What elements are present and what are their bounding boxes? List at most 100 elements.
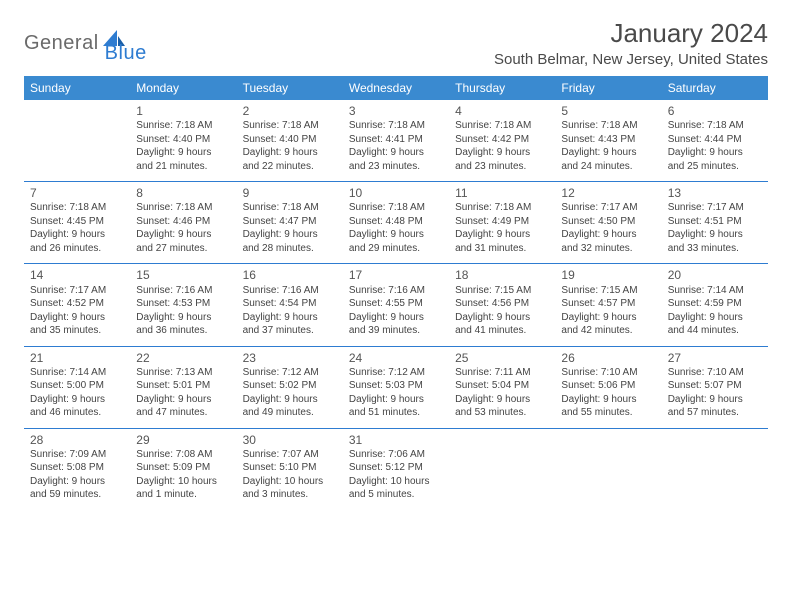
day-d2: and 26 minutes. [30, 242, 124, 256]
calendar-day-cell [449, 428, 555, 510]
dow-thursday: Thursday [449, 76, 555, 100]
day-d2: and 55 minutes. [561, 406, 655, 420]
day-sr: Sunrise: 7:18 AM [136, 119, 230, 133]
day-d2: and 57 minutes. [668, 406, 762, 420]
day-ss: Sunset: 5:03 PM [349, 379, 443, 393]
day-d1: Daylight: 9 hours [455, 311, 549, 325]
day-d1: Daylight: 9 hours [243, 311, 337, 325]
day-number: 16 [243, 267, 337, 283]
day-sr: Sunrise: 7:17 AM [30, 284, 124, 298]
calendar-day-cell: 8Sunrise: 7:18 AMSunset: 4:46 PMDaylight… [130, 182, 236, 264]
calendar-day-cell: 15Sunrise: 7:16 AMSunset: 4:53 PMDayligh… [130, 264, 236, 346]
day-ss: Sunset: 4:56 PM [455, 297, 549, 311]
day-number: 7 [30, 185, 124, 201]
day-info: Sunrise: 7:18 AMSunset: 4:45 PMDaylight:… [30, 201, 124, 255]
day-info: Sunrise: 7:11 AMSunset: 5:04 PMDaylight:… [455, 366, 549, 420]
day-info: Sunrise: 7:07 AMSunset: 5:10 PMDaylight:… [243, 448, 337, 502]
day-sr: Sunrise: 7:13 AM [136, 366, 230, 380]
day-ss: Sunset: 4:50 PM [561, 215, 655, 229]
day-d2: and 31 minutes. [455, 242, 549, 256]
day-info: Sunrise: 7:17 AMSunset: 4:52 PMDaylight:… [30, 284, 124, 338]
day-number: 11 [455, 185, 549, 201]
day-d1: Daylight: 9 hours [668, 146, 762, 160]
day-d2: and 41 minutes. [455, 324, 549, 338]
calendar-table: Sunday Monday Tuesday Wednesday Thursday… [24, 76, 768, 510]
day-d1: Daylight: 9 hours [30, 228, 124, 242]
day-sr: Sunrise: 7:18 AM [349, 201, 443, 215]
day-d2: and 3 minutes. [243, 488, 337, 502]
day-info: Sunrise: 7:15 AMSunset: 4:56 PMDaylight:… [455, 284, 549, 338]
day-ss: Sunset: 4:48 PM [349, 215, 443, 229]
day-d2: and 47 minutes. [136, 406, 230, 420]
day-sr: Sunrise: 7:18 AM [349, 119, 443, 133]
calendar-day-cell: 20Sunrise: 7:14 AMSunset: 4:59 PMDayligh… [662, 264, 768, 346]
day-ss: Sunset: 5:09 PM [136, 461, 230, 475]
day-d1: Daylight: 9 hours [243, 228, 337, 242]
day-ss: Sunset: 5:06 PM [561, 379, 655, 393]
day-d1: Daylight: 9 hours [668, 311, 762, 325]
day-d2: and 23 minutes. [349, 160, 443, 174]
calendar-day-cell: 27Sunrise: 7:10 AMSunset: 5:07 PMDayligh… [662, 346, 768, 428]
day-number: 2 [243, 103, 337, 119]
day-ss: Sunset: 4:44 PM [668, 133, 762, 147]
day-info: Sunrise: 7:18 AMSunset: 4:41 PMDaylight:… [349, 119, 443, 173]
day-info: Sunrise: 7:18 AMSunset: 4:49 PMDaylight:… [455, 201, 549, 255]
day-number: 10 [349, 185, 443, 201]
day-d2: and 27 minutes. [136, 242, 230, 256]
day-number: 17 [349, 267, 443, 283]
calendar-day-cell: 12Sunrise: 7:17 AMSunset: 4:50 PMDayligh… [555, 182, 661, 264]
calendar-day-cell: 29Sunrise: 7:08 AMSunset: 5:09 PMDayligh… [130, 428, 236, 510]
day-ss: Sunset: 5:04 PM [455, 379, 549, 393]
calendar-day-cell: 17Sunrise: 7:16 AMSunset: 4:55 PMDayligh… [343, 264, 449, 346]
day-info: Sunrise: 7:18 AMSunset: 4:44 PMDaylight:… [668, 119, 762, 173]
calendar-day-cell: 5Sunrise: 7:18 AMSunset: 4:43 PMDaylight… [555, 100, 661, 182]
day-d2: and 37 minutes. [243, 324, 337, 338]
day-sr: Sunrise: 7:09 AM [30, 448, 124, 462]
day-d1: Daylight: 9 hours [561, 311, 655, 325]
day-d1: Daylight: 9 hours [455, 393, 549, 407]
day-sr: Sunrise: 7:16 AM [349, 284, 443, 298]
day-d1: Daylight: 10 hours [243, 475, 337, 489]
calendar-day-cell [662, 428, 768, 510]
day-sr: Sunrise: 7:08 AM [136, 448, 230, 462]
day-sr: Sunrise: 7:14 AM [668, 284, 762, 298]
day-d1: Daylight: 9 hours [243, 393, 337, 407]
day-ss: Sunset: 4:40 PM [243, 133, 337, 147]
day-ss: Sunset: 4:42 PM [455, 133, 549, 147]
calendar-day-cell: 21Sunrise: 7:14 AMSunset: 5:00 PMDayligh… [24, 346, 130, 428]
day-info: Sunrise: 7:10 AMSunset: 5:06 PMDaylight:… [561, 366, 655, 420]
day-d1: Daylight: 9 hours [136, 228, 230, 242]
calendar-week-row: 7Sunrise: 7:18 AMSunset: 4:45 PMDaylight… [24, 182, 768, 264]
day-ss: Sunset: 4:47 PM [243, 215, 337, 229]
day-d1: Daylight: 9 hours [30, 311, 124, 325]
day-d1: Daylight: 9 hours [243, 146, 337, 160]
day-of-week-row: Sunday Monday Tuesday Wednesday Thursday… [24, 76, 768, 100]
calendar-day-cell: 19Sunrise: 7:15 AMSunset: 4:57 PMDayligh… [555, 264, 661, 346]
day-d1: Daylight: 9 hours [561, 393, 655, 407]
day-number: 3 [349, 103, 443, 119]
day-sr: Sunrise: 7:15 AM [455, 284, 549, 298]
calendar-day-cell: 7Sunrise: 7:18 AMSunset: 4:45 PMDaylight… [24, 182, 130, 264]
day-sr: Sunrise: 7:11 AM [455, 366, 549, 380]
day-d1: Daylight: 9 hours [668, 228, 762, 242]
day-ss: Sunset: 4:52 PM [30, 297, 124, 311]
day-ss: Sunset: 4:45 PM [30, 215, 124, 229]
day-d2: and 53 minutes. [455, 406, 549, 420]
day-number: 26 [561, 350, 655, 366]
day-ss: Sunset: 5:12 PM [349, 461, 443, 475]
day-number: 19 [561, 267, 655, 283]
calendar-day-cell: 13Sunrise: 7:17 AMSunset: 4:51 PMDayligh… [662, 182, 768, 264]
day-sr: Sunrise: 7:18 AM [668, 119, 762, 133]
day-sr: Sunrise: 7:18 AM [136, 201, 230, 215]
calendar-day-cell: 11Sunrise: 7:18 AMSunset: 4:49 PMDayligh… [449, 182, 555, 264]
day-d2: and 36 minutes. [136, 324, 230, 338]
day-number: 13 [668, 185, 762, 201]
calendar-week-row: 28Sunrise: 7:09 AMSunset: 5:08 PMDayligh… [24, 428, 768, 510]
day-d1: Daylight: 9 hours [455, 228, 549, 242]
day-info: Sunrise: 7:06 AMSunset: 5:12 PMDaylight:… [349, 448, 443, 502]
dow-monday: Monday [130, 76, 236, 100]
day-number: 25 [455, 350, 549, 366]
day-info: Sunrise: 7:18 AMSunset: 4:42 PMDaylight:… [455, 119, 549, 173]
day-info: Sunrise: 7:14 AMSunset: 5:00 PMDaylight:… [30, 366, 124, 420]
day-ss: Sunset: 4:51 PM [668, 215, 762, 229]
